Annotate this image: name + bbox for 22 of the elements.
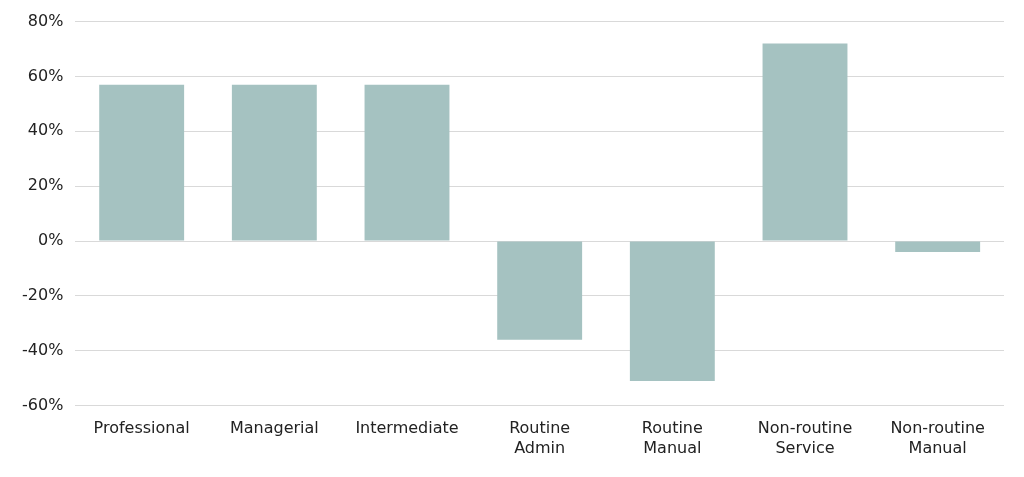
x-tick-label: Managerial (229, 418, 319, 438)
y-tick-label: 20% (27, 175, 64, 195)
x-tick-label: Professional (93, 418, 190, 438)
y-tick-label: 40% (27, 120, 64, 140)
bar (497, 241, 583, 340)
bar (629, 241, 715, 381)
bar (231, 84, 317, 241)
y-tick-label: -40% (21, 339, 64, 359)
y-tick-label: 80% (27, 10, 64, 30)
x-tick-label: Non-routine Service (757, 418, 853, 457)
x-tick-label: Routine Manual (641, 418, 703, 457)
y-tick-label: -20% (21, 285, 64, 305)
x-tick-label: Intermediate (355, 418, 459, 438)
x-tick-label: Routine Admin (509, 418, 571, 457)
bar (364, 84, 450, 241)
y-tick-label: 0% (37, 230, 64, 250)
y-tick-label: 60% (27, 65, 64, 85)
bar (895, 241, 981, 252)
x-tick-label: Non-routine Manual (890, 418, 985, 457)
y-tick-label: -60% (21, 394, 64, 414)
bar (99, 84, 185, 241)
bar (762, 43, 848, 241)
